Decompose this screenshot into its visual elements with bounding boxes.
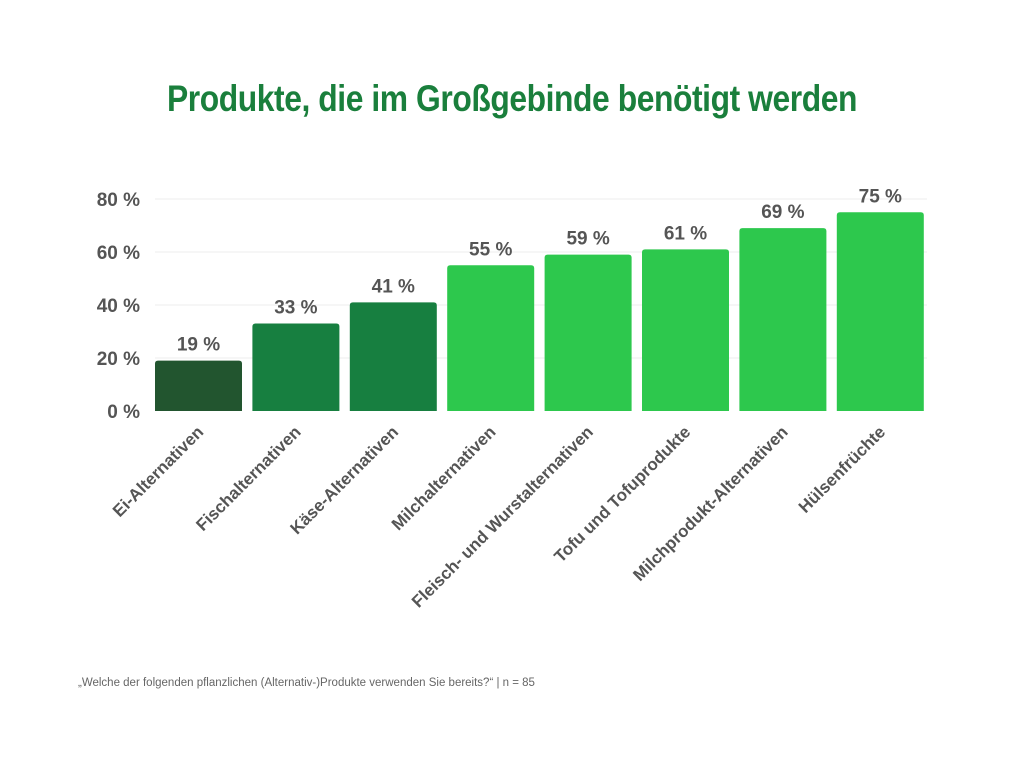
x-tick-label: Milchprodukt-Alternativen xyxy=(629,422,791,584)
survey-note: „Welche der folgenden pflanzlichen (Alte… xyxy=(78,677,535,689)
y-tick-label: 80 % xyxy=(97,190,140,211)
bar xyxy=(447,265,535,411)
y-tick-label: 0 % xyxy=(107,402,140,423)
data-label: 75 % xyxy=(859,186,902,207)
x-tick-label: Hülsenfrüchte xyxy=(795,422,889,516)
y-tick-label: 60 % xyxy=(97,243,140,264)
y-tick-label: 40 % xyxy=(97,296,140,317)
bar xyxy=(544,254,632,411)
x-tick-label: Milchalternativen xyxy=(388,422,500,534)
data-label: 55 % xyxy=(469,239,512,260)
x-tick-label: Ei-Alternativen xyxy=(109,422,207,520)
bar xyxy=(252,323,340,411)
data-label: 61 % xyxy=(664,223,707,244)
bar xyxy=(739,228,827,411)
bar xyxy=(349,302,437,411)
data-label: 19 % xyxy=(177,335,220,356)
bar xyxy=(155,360,242,411)
data-label: 33 % xyxy=(274,298,317,319)
data-label: 41 % xyxy=(372,276,415,297)
bar xyxy=(836,212,924,411)
chart-title: Produkte, die im Großgebinde benötigt we… xyxy=(166,78,858,119)
x-tick-label: Fischalternativen xyxy=(192,422,304,534)
y-tick-label: 20 % xyxy=(97,349,140,370)
data-label: 59 % xyxy=(566,229,609,250)
x-tick-label: Fleisch- und Wurstalternativen xyxy=(408,422,597,611)
x-tick-label: Käse-Alternativen xyxy=(286,422,402,538)
data-label: 69 % xyxy=(761,202,804,223)
bar xyxy=(642,249,729,411)
